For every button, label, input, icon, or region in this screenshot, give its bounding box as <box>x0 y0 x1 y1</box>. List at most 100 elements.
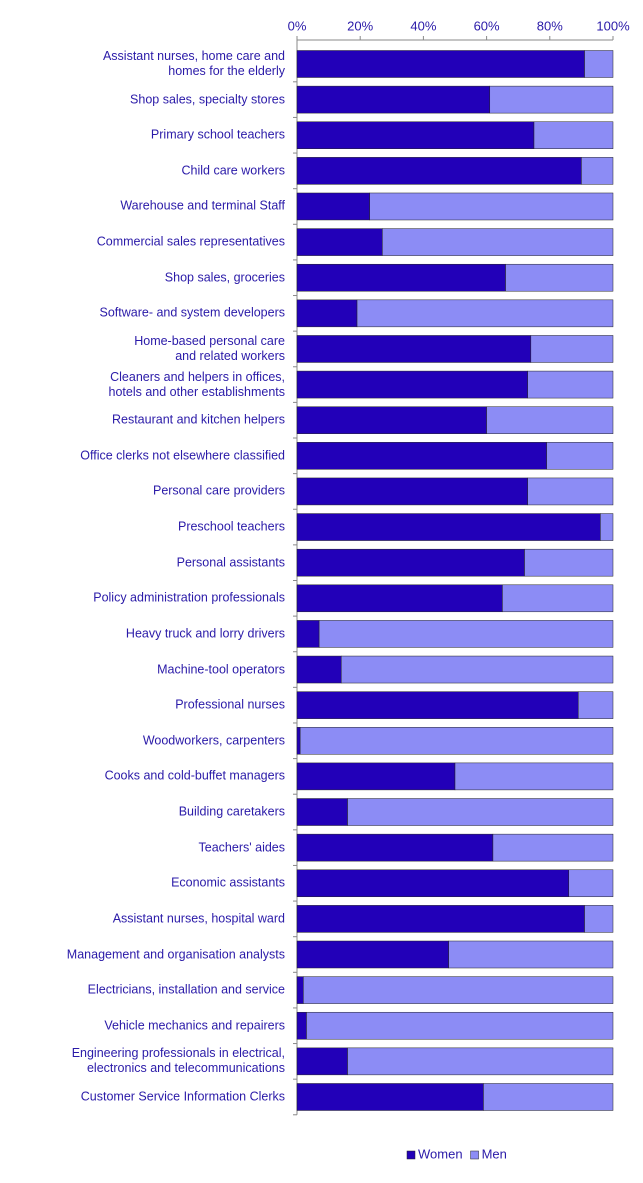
x-tick-label: 20% <box>347 18 373 33</box>
bar-segment <box>568 869 614 898</box>
bar-segment <box>296 833 494 862</box>
category-label: Cooks and cold-buffet managers <box>104 768 285 783</box>
bar-segment <box>296 192 370 221</box>
bar-segment <box>296 976 304 1004</box>
bar-segment <box>448 940 614 969</box>
bar-segment <box>584 905 614 933</box>
category-label: Cleaners and helpers in offices, hotels … <box>108 369 286 399</box>
bar-segment <box>296 655 342 684</box>
bar-segment <box>584 50 614 78</box>
category-label: Economic assistants <box>171 875 285 890</box>
bar-segment <box>296 940 449 969</box>
bar-segment <box>296 50 585 78</box>
category-label: Restaurant and kitchen helpers <box>111 412 285 427</box>
bar-segment <box>296 477 528 506</box>
bar-segment <box>296 263 506 292</box>
bar-segment <box>483 1083 614 1111</box>
bar-segment <box>296 905 585 933</box>
bar-segment <box>296 513 601 541</box>
bar-segment <box>454 762 614 791</box>
bar-segment <box>296 1083 484 1111</box>
category-label: Machine-tool operators <box>157 662 285 677</box>
bar-segment <box>486 406 614 434</box>
bar-segment <box>296 85 491 114</box>
bar-segment <box>527 477 614 506</box>
category-label: Commercial sales representatives <box>96 234 285 249</box>
category-label: Building caretakers <box>178 804 285 819</box>
bar-segment <box>546 442 614 470</box>
bar-segment <box>524 548 614 577</box>
bar-segment <box>296 691 579 719</box>
bar-segment <box>505 263 614 292</box>
category-label: Software- and system developers <box>99 305 285 320</box>
bar-segment <box>527 370 614 399</box>
bar-segment <box>296 727 301 755</box>
bar-segment <box>296 335 532 363</box>
bar-segment <box>296 406 487 434</box>
bar-segment <box>347 798 614 826</box>
legend-label: Women <box>418 1146 463 1161</box>
category-label: Vehicle mechanics and repairers <box>104 1018 285 1033</box>
bar-segment <box>382 228 614 256</box>
x-tick-label: 100% <box>596 18 630 33</box>
category-label: Personal assistants <box>176 555 285 570</box>
category-label: Assistant nurses, hospital ward <box>112 911 285 926</box>
x-tick-label: 40% <box>410 18 436 33</box>
category-label: Office clerks not elsewhere classified <box>80 448 285 463</box>
bar-segment <box>600 513 614 541</box>
bar-segment <box>347 1047 614 1076</box>
bar-segment <box>306 1011 614 1040</box>
category-label: Shop sales, specialty stores <box>130 92 285 107</box>
category-label: Home-based personal care and related wor… <box>134 333 285 363</box>
bar-segment <box>296 299 358 328</box>
bar-segment <box>296 1011 307 1040</box>
bar-segment <box>296 228 383 256</box>
bar-segment <box>296 157 582 185</box>
category-label: Warehouse and terminal Staff <box>120 198 285 213</box>
bar-segment <box>533 121 614 149</box>
bar-segment <box>581 157 614 185</box>
category-label: Policy administration professionals <box>93 590 285 605</box>
bar-segment <box>296 584 503 613</box>
bar-segment <box>318 620 614 648</box>
category-label: Heavy truck and lorry drivers <box>125 626 285 641</box>
x-tick-label: 80% <box>537 18 563 33</box>
category-label: Teachers' aides <box>198 840 285 855</box>
category-label: Management and organisation analysts <box>66 947 285 961</box>
bar-segment <box>530 335 614 363</box>
bar-segment <box>296 442 547 470</box>
category-label: Professional nurses <box>175 697 285 712</box>
bar-segment <box>296 370 528 399</box>
category-label: Assistant nurses, home care and homes fo… <box>102 49 285 78</box>
category-label: Personal care providers <box>152 483 285 498</box>
bar-segment <box>577 691 614 719</box>
x-tick-label: 0% <box>288 18 307 33</box>
category-label: Preschool teachers <box>177 519 285 534</box>
category-label: Child care workers <box>181 163 285 178</box>
bar-segment <box>502 584 614 613</box>
bar-segment <box>296 869 570 898</box>
category-label: Woodworkers, carpenters <box>142 733 285 748</box>
category-label: Primary school teachers <box>150 127 285 142</box>
bar-segment <box>296 620 320 648</box>
bar-segment <box>492 833 614 862</box>
bar-segment <box>296 1047 348 1076</box>
legend-swatch <box>470 1150 479 1160</box>
bar-segment <box>489 85 614 114</box>
legend-label: Men <box>482 1146 507 1161</box>
bar-segment <box>296 798 348 826</box>
bar-segment <box>299 727 614 755</box>
bar-segment <box>296 762 456 791</box>
bar-segment <box>296 548 525 577</box>
category-label: Shop sales, groceries <box>164 270 285 285</box>
category-label: Electricians, installation and service <box>87 982 285 997</box>
bar-segment <box>303 976 614 1004</box>
bar-segment <box>296 121 535 149</box>
bar-segment <box>356 299 614 328</box>
category-label: Engineering professionals in electrical,… <box>71 1046 285 1076</box>
bar-segment <box>340 655 614 684</box>
bar-segment <box>369 192 614 221</box>
legend-swatch <box>406 1150 416 1160</box>
category-label: Customer Service Information Clerks <box>80 1089 285 1104</box>
